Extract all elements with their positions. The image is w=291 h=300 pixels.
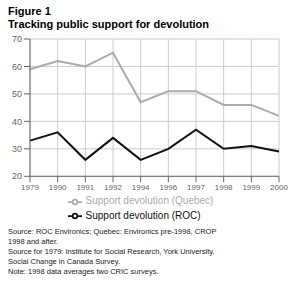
svg-text:20: 20 (12, 171, 22, 181)
svg-text:1992: 1992 (104, 183, 122, 192)
svg-text:1998: 1998 (215, 183, 233, 192)
svg-text:40: 40 (12, 117, 22, 127)
html-text:Support devolution (ROC): Support devolution (ROC) (85, 209, 201, 221)
svg-text:70: 70 (12, 34, 22, 44)
html-text:Source: ROC Environics; Quebec: Source: ROC Environics; Quebec: Environi… (8, 227, 217, 276)
svg-text:1991: 1991 (76, 183, 94, 192)
svg-text:60: 60 (12, 62, 22, 72)
svg-text:30: 30 (12, 144, 22, 154)
svg-text:1996: 1996 (159, 183, 177, 192)
svg-text:2000: 2000 (270, 183, 283, 192)
svg-text:1979: 1979 (21, 183, 39, 192)
svg-text:1994: 1994 (132, 183, 150, 192)
svg-text:1990: 1990 (49, 183, 67, 192)
html-text:Figure 1: Figure 1 (8, 5, 51, 17)
svg-text:50: 50 (12, 89, 22, 99)
svg-text:1999: 1999 (242, 183, 260, 192)
html-text:Support devolution (Quebec): Support devolution (Quebec) (85, 195, 214, 207)
html-text:Tracking public support for de: Tracking public support for devolution (8, 18, 210, 30)
svg-text:1997: 1997 (187, 183, 205, 192)
